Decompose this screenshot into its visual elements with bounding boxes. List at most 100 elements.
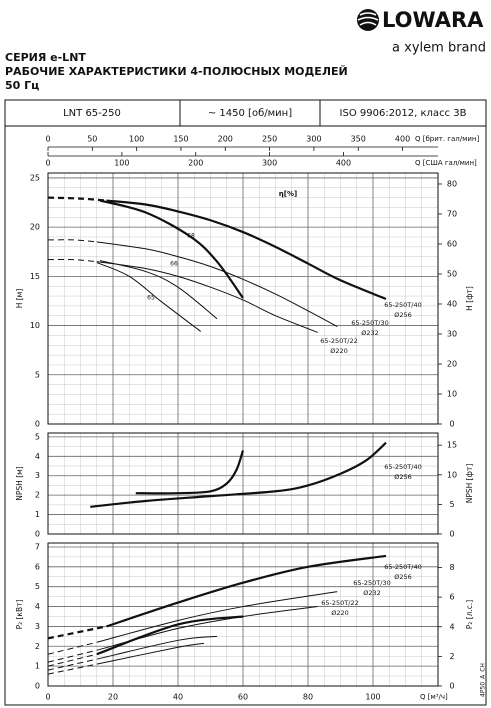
- y2-tick-label: 6: [449, 593, 454, 602]
- brand: a xylem brand: [392, 41, 486, 56]
- y2-axis-label: P₂ [л.с.]: [465, 600, 474, 630]
- y2-tick-label: 30: [447, 329, 457, 338]
- y2-tick-label: 2: [449, 652, 454, 661]
- y2-tick-label: 8: [449, 563, 454, 572]
- top-tick-label: 100: [114, 159, 129, 168]
- curve: [47, 649, 97, 663]
- curve: [96, 261, 318, 333]
- y-tick-label: 3: [35, 622, 40, 631]
- y2-tick-label: 4: [449, 622, 454, 631]
- top-tick-label: 250: [262, 135, 277, 144]
- y-tick-label: 5: [35, 370, 40, 379]
- x-tick-label: 40: [173, 693, 183, 702]
- y-tick-label: 4: [35, 602, 40, 611]
- curve-label: Ø220: [330, 347, 348, 355]
- x-tick-label: 60: [238, 693, 248, 702]
- curve: [135, 450, 245, 495]
- y2-tick-label: 0: [449, 682, 454, 691]
- y-tick-label: 0: [35, 420, 40, 429]
- top-axis-label: Q [брит. гал/мин]: [415, 135, 480, 143]
- curve-label: 65-250T/40: [384, 463, 421, 471]
- x-tick-label: 20: [108, 693, 118, 702]
- y2-tick-label: 20: [447, 359, 457, 368]
- y2-tick-label: 0: [449, 530, 454, 539]
- top-tick-label: 400: [395, 135, 410, 144]
- annotation: η[%]: [279, 190, 297, 198]
- curve-label: 65-250T/22: [320, 337, 357, 345]
- curve: [96, 241, 338, 327]
- x-axis-label: Q [м³/ч]: [420, 693, 448, 701]
- curve: [96, 635, 218, 660]
- curve-label: 65-250T/40: [384, 301, 421, 309]
- x-tick-label: 0: [45, 693, 50, 702]
- plot-frame: [47, 542, 439, 687]
- y-tick-label: 20: [30, 223, 40, 232]
- y-tick-label: 10: [30, 321, 40, 330]
- top-tick-label: 50: [87, 135, 97, 144]
- curve: [90, 441, 387, 508]
- top-tick-label: 100: [129, 135, 144, 144]
- y-axis-label: H [м]: [15, 289, 24, 309]
- y-tick-label: 0: [35, 682, 40, 691]
- curve: [47, 239, 97, 243]
- y2-axis-label: H [фт]: [465, 286, 474, 311]
- top-tick-label: 200: [218, 135, 233, 144]
- curve-label: Ø232: [361, 329, 379, 337]
- y-tick-label: 15: [30, 272, 40, 281]
- curve: [96, 262, 202, 332]
- curve: [47, 653, 97, 667]
- curve-label: 65-250T/22: [321, 599, 358, 607]
- curve-label: Ø220: [331, 609, 349, 617]
- curve: [96, 642, 205, 665]
- y2-tick-label: 50: [447, 269, 457, 278]
- title: РАБОЧИЕ ХАРАКТЕРИСТИКИ 4-ПОЛЮСНЫХ МОДЕЛЕ…: [5, 65, 348, 78]
- y-axis-label: P₂ [кВт]: [15, 600, 24, 630]
- y-tick-label: 1: [35, 510, 40, 519]
- y-tick-label: 0: [35, 530, 40, 539]
- top-tick-label: 350: [351, 135, 366, 144]
- curve-label: Ø256: [394, 311, 412, 319]
- y-tick-label: 25: [30, 173, 40, 182]
- top-tick-label: 200: [188, 159, 203, 168]
- y2-axis-label: NPSH [фт]: [465, 464, 474, 504]
- top-axis-label: Q [США гал/мин]: [415, 159, 477, 167]
- curve: [47, 641, 97, 655]
- y2-tick-label: 70: [447, 209, 457, 218]
- top-tick-label: 300: [262, 159, 277, 168]
- y-tick-label: 5: [35, 432, 40, 441]
- y-tick-label: 5: [35, 582, 40, 591]
- curve-label: 65-250T/40: [384, 563, 421, 571]
- y2-tick-label: 10: [447, 470, 457, 479]
- top-tick-label: 300: [306, 135, 321, 144]
- curve: [106, 199, 387, 301]
- y-axis-label: NPSH [м]: [15, 466, 24, 501]
- top-tick-label: 0: [45, 135, 50, 144]
- curve: [47, 258, 97, 263]
- top-tick-label: 0: [45, 159, 50, 168]
- plot-frame: [47, 172, 439, 425]
- curve: [47, 663, 97, 675]
- y-tick-label: 2: [35, 491, 40, 500]
- y2-tick-label: 15: [447, 441, 457, 450]
- y2-tick-label: 10: [447, 389, 457, 398]
- curve: [96, 591, 338, 643]
- logo-icon: [357, 9, 379, 31]
- top-tick-label: 150: [173, 135, 188, 144]
- standard: ISO 9906:2012, класс 3B: [340, 108, 467, 119]
- model: LNT 65-250: [63, 108, 121, 119]
- x-tick-label: 100: [365, 693, 380, 702]
- curve: [47, 625, 107, 640]
- y-tick-label: 1: [35, 662, 40, 671]
- logo: LOWARA: [382, 8, 484, 32]
- y2-tick-label: 80: [447, 179, 457, 188]
- curve: [96, 606, 318, 651]
- curve: [99, 260, 218, 320]
- y-tick-label: 3: [35, 471, 40, 480]
- y-tick-label: 7: [35, 542, 40, 551]
- curve: [99, 199, 244, 299]
- curve-label: Ø256: [394, 473, 412, 481]
- annotation: 66: [170, 261, 178, 268]
- curve: [47, 196, 107, 202]
- top-tick-label: 400: [336, 159, 351, 168]
